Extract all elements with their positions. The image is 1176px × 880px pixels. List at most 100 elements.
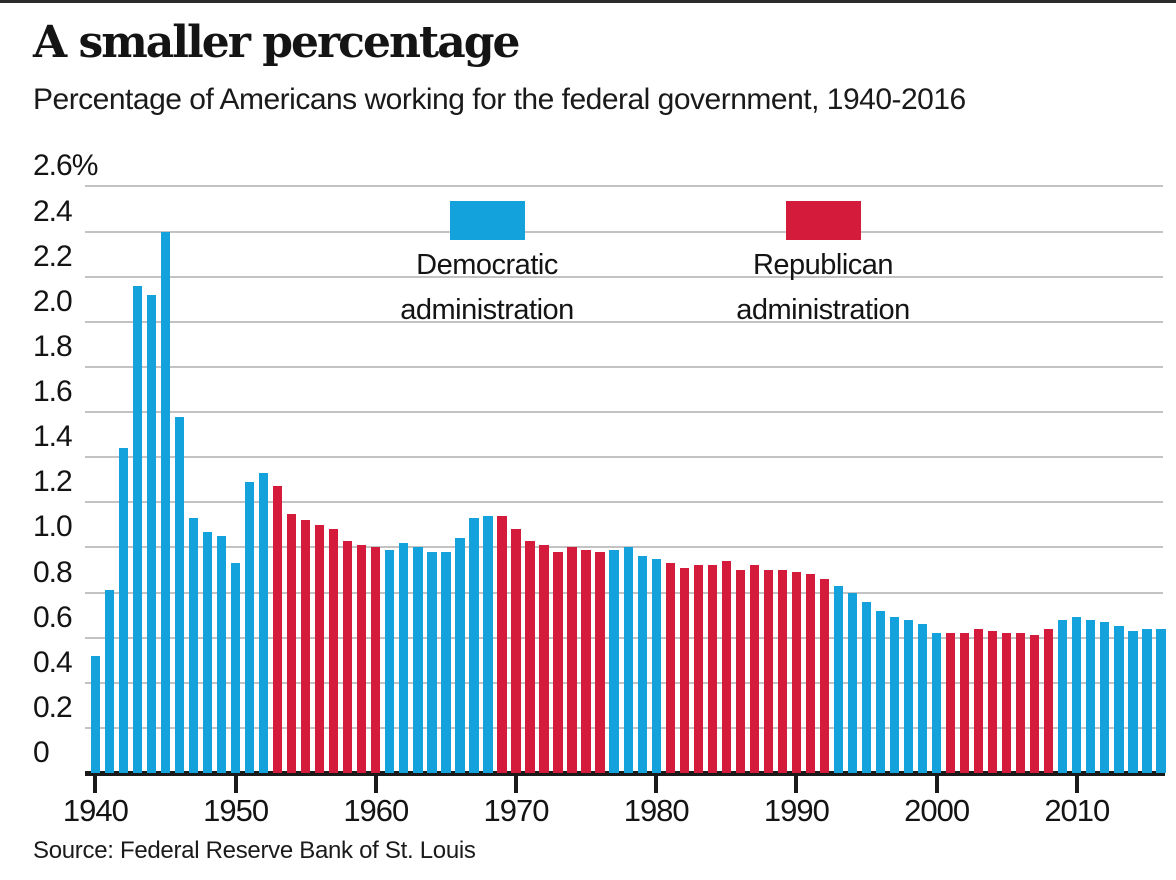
bar-1967	[469, 518, 479, 773]
bar-2000	[931, 633, 942, 773]
bar-1983	[693, 565, 703, 773]
bar-1954	[287, 513, 297, 773]
y-axis-label-2.0: 2.0	[33, 284, 73, 318]
bar-1952	[258, 472, 269, 773]
chart-title: A smaller percentage	[33, 17, 521, 68]
y-axis-label-2.4: 2.4	[33, 194, 73, 228]
bar-1977	[609, 549, 619, 773]
bar-1969	[497, 515, 507, 773]
bar-1963	[413, 547, 423, 773]
x-tick-1940	[93, 774, 98, 793]
bar-1960	[371, 547, 381, 773]
bar-1982	[679, 567, 689, 773]
y-axis-label-1.6: 1.6	[33, 375, 73, 409]
bar-1985	[721, 560, 731, 773]
bar-2014	[1128, 630, 1138, 773]
bar-1997	[889, 617, 900, 773]
bar-2004	[988, 630, 998, 773]
bar-1981	[665, 563, 675, 773]
bar-1946	[174, 416, 185, 773]
y-axis-label-0.2: 0.2	[33, 690, 73, 724]
y-axis-label-1.4: 1.4	[33, 420, 73, 454]
x-tick-1950	[233, 774, 238, 793]
bar-1986	[735, 569, 745, 773]
bar-1941	[104, 590, 115, 773]
bar-2006	[1016, 633, 1026, 773]
legend-label-republican-line2: administration	[736, 294, 910, 326]
bar-1993	[833, 585, 844, 773]
bar-2010	[1072, 617, 1082, 773]
legend-label-democratic-line2: administration	[400, 294, 574, 326]
bar-1964	[427, 551, 437, 773]
x-tick-label-1950: 1950	[203, 793, 269, 828]
bar-1972	[539, 545, 549, 773]
y-axis-label-0.4: 0.4	[33, 645, 73, 679]
bar-1947	[188, 518, 199, 773]
bar-1974	[567, 547, 577, 773]
gridline-1.2	[85, 501, 1163, 504]
x-tick-label-1990: 1990	[763, 793, 830, 828]
bar-1950	[230, 563, 241, 773]
y-axis-label-0.6: 0.6	[33, 600, 73, 634]
bar-1953	[273, 486, 283, 773]
bar-2001	[945, 633, 956, 773]
source-note: Source: Federal Reserve Bank of St. Loui…	[33, 837, 476, 864]
bar-1971	[525, 540, 535, 773]
bar-1978	[623, 547, 633, 773]
bar-1980	[651, 558, 661, 773]
y-axis-label-1.8: 1.8	[33, 329, 73, 363]
bar-1973	[553, 551, 563, 773]
bar-1940	[90, 655, 101, 773]
gridline-2.6	[85, 185, 1163, 188]
bar-1970	[511, 529, 521, 773]
gridline-2.4	[85, 230, 1163, 233]
x-tick-label-2010: 2010	[1044, 793, 1110, 828]
x-tick-label-1940: 1940	[62, 793, 129, 828]
x-tick-2010	[1074, 774, 1079, 793]
legend-swatch-democratic	[450, 201, 525, 240]
bar-1956	[315, 524, 325, 773]
bar-1999	[917, 624, 928, 773]
x-axis-line	[85, 771, 1165, 776]
x-tick-1960	[373, 774, 378, 793]
bar-2005	[1002, 633, 1012, 773]
gridline-1.8	[85, 365, 1163, 368]
bar-2008	[1044, 628, 1054, 773]
legend-label-republican: Republican administration	[683, 243, 963, 333]
gridline-2.0	[85, 320, 1163, 323]
x-tick-1970	[514, 774, 518, 793]
bar-1994	[847, 592, 858, 773]
bar-1990	[791, 572, 802, 773]
bar-2002	[959, 633, 970, 773]
legend-label-democratic: Democratic administration	[347, 243, 627, 333]
legend-label-democratic-line1: Democratic	[416, 249, 558, 281]
bar-1959	[357, 545, 367, 773]
y-axis-label-0.8: 0.8	[33, 555, 73, 589]
bar-1942	[118, 448, 129, 773]
legend-label-republican-line1: Republican	[752, 249, 894, 281]
bar-2003	[974, 628, 984, 773]
bar-1979	[637, 556, 647, 773]
bar-1943	[132, 285, 143, 773]
bar-1988	[763, 569, 773, 773]
bar-1987	[749, 565, 759, 773]
x-tick-label-1960: 1960	[343, 793, 409, 828]
bar-1998	[903, 619, 914, 773]
bar-1995	[861, 601, 872, 773]
bar-2009	[1058, 619, 1068, 773]
gridline-2.2	[85, 275, 1163, 278]
bar-1989	[777, 569, 788, 773]
bar-1965	[441, 551, 451, 773]
bar-1955	[301, 520, 311, 773]
y-axis-label-2.6: 2.6%	[33, 149, 98, 183]
bar-1951	[244, 481, 255, 773]
bar-1976	[595, 551, 605, 773]
chart-subtitle: Percentage of Americans working for the …	[33, 83, 966, 116]
bar-1996	[875, 610, 886, 773]
bar-1975	[581, 549, 591, 773]
bar-2013	[1114, 626, 1124, 773]
bar-2015	[1142, 628, 1152, 773]
bar-2007	[1030, 635, 1040, 773]
x-tick-label-1980: 1980	[623, 793, 690, 828]
